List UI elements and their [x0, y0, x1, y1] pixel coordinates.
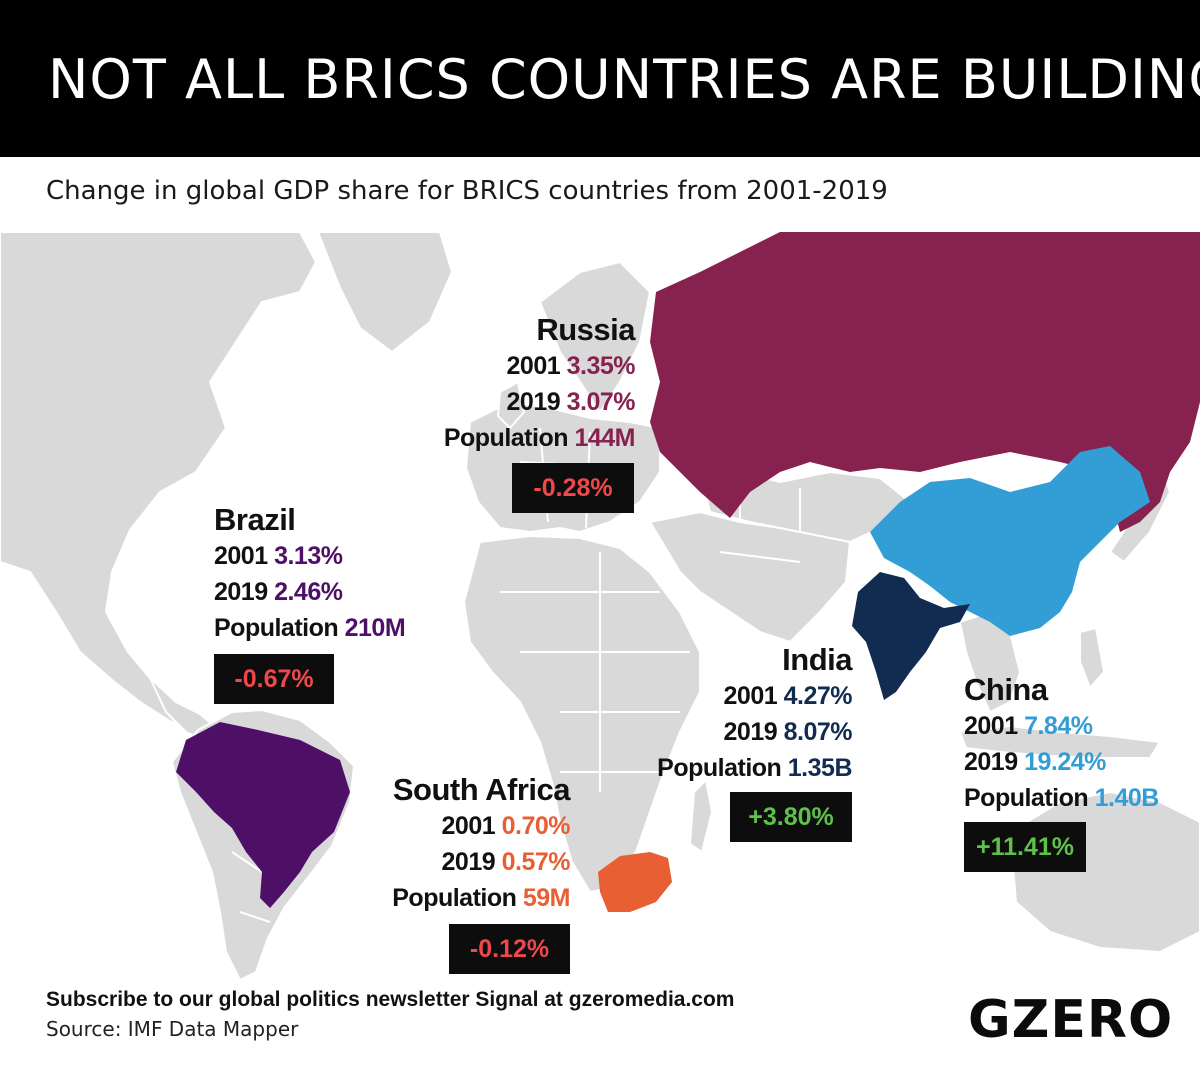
land-middle-east: [648, 510, 852, 644]
south-africa-population-value: 59M: [522, 884, 571, 912]
land-greenland: [316, 232, 454, 354]
china-2019-row: 2019 19.24%: [964, 744, 1194, 780]
land-scandinavia: [538, 260, 652, 414]
russia-2001-label: 2001: [506, 352, 561, 380]
country-russia: [650, 232, 1200, 532]
country-china: [870, 446, 1150, 636]
china-2019-value: 19.24%: [1024, 748, 1106, 776]
india-2019-row: 2019 8.07%: [612, 714, 853, 750]
land-africa: [462, 534, 701, 894]
south-africa-panel: South Africa 2001 0.70% 2019 0.57% Popul…: [330, 772, 570, 916]
russia-2019-value: 3.07%: [566, 388, 636, 416]
footer: Subscribe to our global politics newslet…: [46, 986, 734, 1044]
china-population-row: Population 1.40B: [964, 780, 1194, 816]
india-panel: India 2001 4.27% 2019 8.07% Population 1…: [612, 642, 852, 786]
india-2001-value: 4.27%: [783, 682, 853, 710]
south-africa-population-row: Population 59M: [330, 880, 570, 916]
india-population-row: Population 1.35B: [612, 750, 852, 786]
india-2019-value: 8.07%: [783, 718, 853, 746]
land-uk: [496, 380, 526, 430]
india-population-value: 1.35B: [787, 754, 853, 782]
brazil-population-label: Population: [214, 614, 339, 642]
brazil-2001-label: 2001: [214, 542, 268, 570]
russia-population-row: Population 144M: [400, 420, 636, 456]
world-map-svg: [0, 232, 1200, 980]
china-change-chip: +11.41%: [964, 822, 1086, 872]
south-africa-2019-label: 2019: [441, 848, 496, 876]
country-india: [852, 572, 970, 700]
china-panel: China 2001 7.84% 2019 19.24% Population …: [964, 672, 1194, 816]
brazil-2001-value: 3.13%: [274, 542, 343, 570]
russia-population-value: 144M: [574, 424, 635, 452]
south-africa-2019-value: 0.57%: [501, 848, 571, 876]
source-note: Source: IMF Data Mapper: [46, 1017, 299, 1041]
newsletter-link[interactable]: Subscribe to our global politics newslet…: [46, 988, 735, 1011]
india-name: India: [782, 642, 852, 677]
page-subtitle: Change in global GDP share for BRICS cou…: [46, 176, 888, 206]
china-population-value: 1.40B: [1094, 784, 1160, 812]
india-population-label: Population: [657, 754, 782, 782]
country-south-africa: [598, 852, 672, 912]
india-2019-label: 2019: [723, 718, 778, 746]
russia-name: Russia: [536, 312, 635, 347]
south-africa-population-label: Population: [392, 884, 517, 912]
south-africa-name: South Africa: [392, 772, 571, 807]
south-africa-change-chip: -0.12%: [449, 924, 570, 974]
land-australia: [1008, 790, 1200, 954]
land-philippines: [1079, 626, 1106, 690]
brazil-population-value: 210M: [344, 614, 406, 642]
russia-2019-label: 2019: [506, 388, 561, 416]
brazil-2001-row: 2001 3.13%: [214, 538, 454, 574]
country-brazil: [176, 722, 350, 908]
south-africa-2001-value: 0.70%: [501, 812, 571, 840]
brazil-2019-value: 2.46%: [274, 578, 343, 606]
china-2019-label: 2019: [964, 748, 1018, 776]
land-north-america: [0, 232, 318, 732]
land-indonesia: [958, 724, 1162, 759]
brazil-2019-row: 2019 2.46%: [214, 574, 454, 610]
page-title: NOT ALL BRICS COUNTRIES ARE BUILDING: [48, 48, 1200, 111]
india-change-chip: +3.80%: [730, 792, 852, 842]
border-africa: [500, 552, 690, 792]
china-2001-row: 2001 7.84%: [964, 708, 1194, 744]
brazil-2019-label: 2019: [214, 578, 268, 606]
india-2001-label: 2001: [723, 682, 778, 710]
russia-2001-value: 3.35%: [566, 352, 636, 380]
russia-2001-row: 2001 3.35%: [400, 348, 636, 384]
russia-panel: Russia 2001 3.35% 2019 3.07% Population …: [400, 312, 636, 456]
gzero-logo: GZERO: [968, 990, 1174, 1050]
russia-change-chip: -0.28%: [512, 463, 634, 513]
south-africa-2019-row: 2019 0.57%: [330, 844, 571, 880]
china-2001-label: 2001: [964, 712, 1018, 740]
brazil-name: Brazil: [214, 502, 296, 537]
world-map: [0, 232, 1200, 980]
south-africa-2001-row: 2001 0.70%: [330, 808, 571, 844]
china-population-label: Population: [964, 784, 1089, 812]
header-bar: NOT ALL BRICS COUNTRIES ARE BUILDING: [0, 0, 1200, 157]
russia-2019-row: 2019 3.07%: [400, 384, 636, 420]
brazil-change-chip: -0.67%: [214, 654, 334, 704]
brazil-panel: Brazil 2001 3.13% 2019 2.46% Population …: [214, 502, 454, 646]
china-2001-value: 7.84%: [1024, 712, 1093, 740]
brazil-population-row: Population 210M: [214, 610, 454, 646]
india-2001-row: 2001 4.27%: [612, 678, 853, 714]
land-madagascar: [688, 777, 714, 854]
south-africa-2001-label: 2001: [441, 812, 496, 840]
china-name: China: [964, 672, 1048, 707]
russia-population-label: Population: [443, 424, 569, 452]
